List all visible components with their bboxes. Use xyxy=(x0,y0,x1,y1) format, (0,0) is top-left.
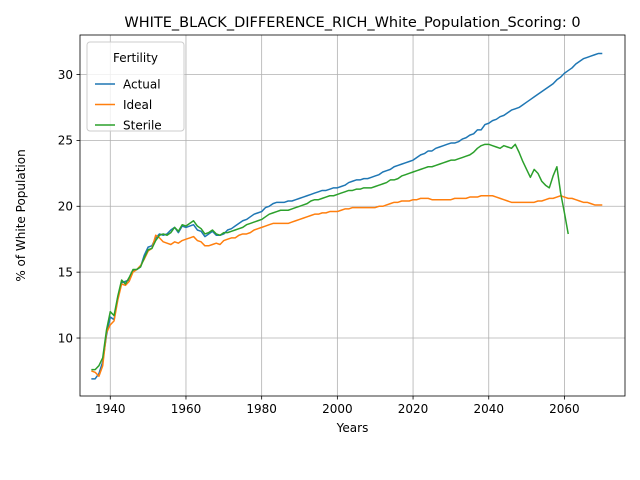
x-tick-label: 1940 xyxy=(95,402,126,416)
x-tick-label: 2060 xyxy=(549,402,580,416)
series-line-sterile xyxy=(91,144,568,369)
chart-title: WHITE_BLACK_DIFFERENCE_RICH_White_Popula… xyxy=(124,15,580,31)
legend-title: Fertility xyxy=(113,51,158,65)
legend-label-actual: Actual xyxy=(123,77,161,91)
y-axis-label: % of White Population xyxy=(14,149,28,281)
x-tick-label: 2040 xyxy=(473,402,504,416)
x-tick-label: 1960 xyxy=(171,402,202,416)
legend-label-sterile: Sterile xyxy=(123,118,162,132)
legend: Fertility Actual Ideal Sterile xyxy=(87,42,184,132)
x-axis-label: Years xyxy=(336,421,369,435)
y-tick-label: 30 xyxy=(58,68,73,82)
y-tick-label: 25 xyxy=(58,134,73,148)
legend-label-ideal: Ideal xyxy=(123,98,152,112)
series-line-ideal xyxy=(91,196,602,376)
y-tick-label: 10 xyxy=(58,331,73,345)
y-tick-label: 15 xyxy=(58,265,73,279)
y-tick-label: 20 xyxy=(58,200,73,214)
x-tick-label: 2000 xyxy=(322,402,353,416)
x-tick-label: 2020 xyxy=(398,402,429,416)
x-tick-label: 1980 xyxy=(246,402,277,416)
